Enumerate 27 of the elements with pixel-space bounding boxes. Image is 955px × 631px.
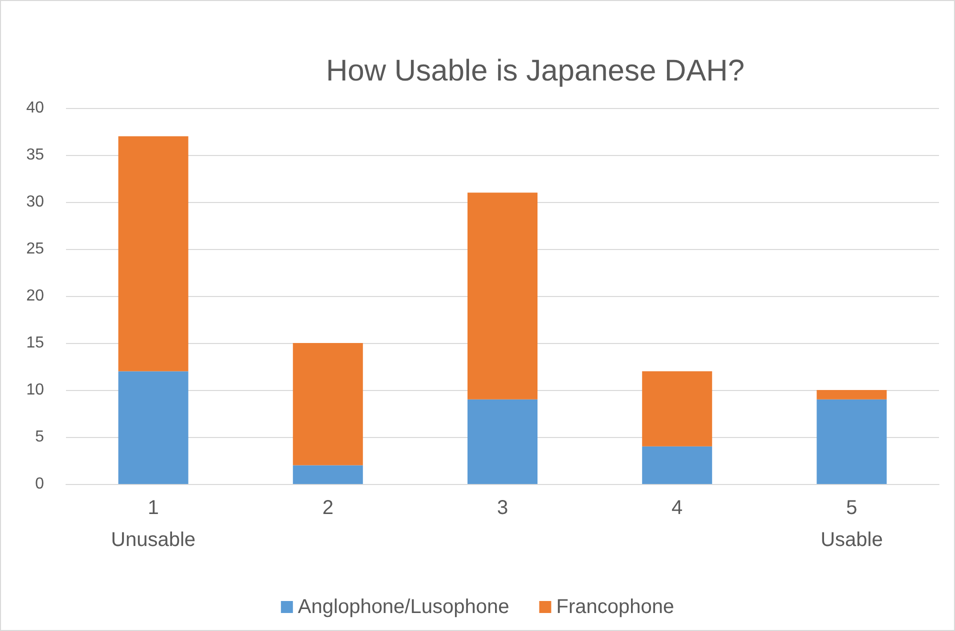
legend-label: Francophone: [556, 596, 674, 618]
bar: [118, 136, 188, 372]
bar: [468, 399, 538, 484]
y-tick-label: 15: [26, 334, 44, 352]
y-tick-label: 0: [35, 476, 44, 492]
bar: [816, 399, 887, 484]
y-tick-label: 30: [26, 194, 44, 210]
bar: [816, 390, 887, 400]
bar: [292, 343, 363, 466]
y-tick-label: 5: [35, 428, 44, 446]
y-tick-label: 20: [26, 288, 44, 304]
y-tick-label: 25: [26, 240, 44, 258]
x-tick-label: 3: [496, 497, 508, 519]
x-tick-label: 5 Usable: [820, 497, 883, 551]
x-tick-label: 1 Unusable: [111, 497, 196, 551]
legend-label: Anglophone/Lusophone: [298, 596, 510, 618]
bar: [292, 465, 363, 484]
bar: [118, 371, 188, 484]
x-tick-label: 4: [672, 497, 683, 519]
bar: [468, 192, 538, 400]
y-tick-label: 35: [26, 146, 44, 164]
y-tick-label: 10: [26, 382, 44, 398]
bar: [642, 371, 712, 446]
bar: [642, 446, 712, 484]
y-tick-label: 40: [26, 100, 44, 116]
x-tick-label: 2: [322, 497, 334, 519]
chart-title: How Usable is Japanese DAH?: [326, 54, 745, 88]
